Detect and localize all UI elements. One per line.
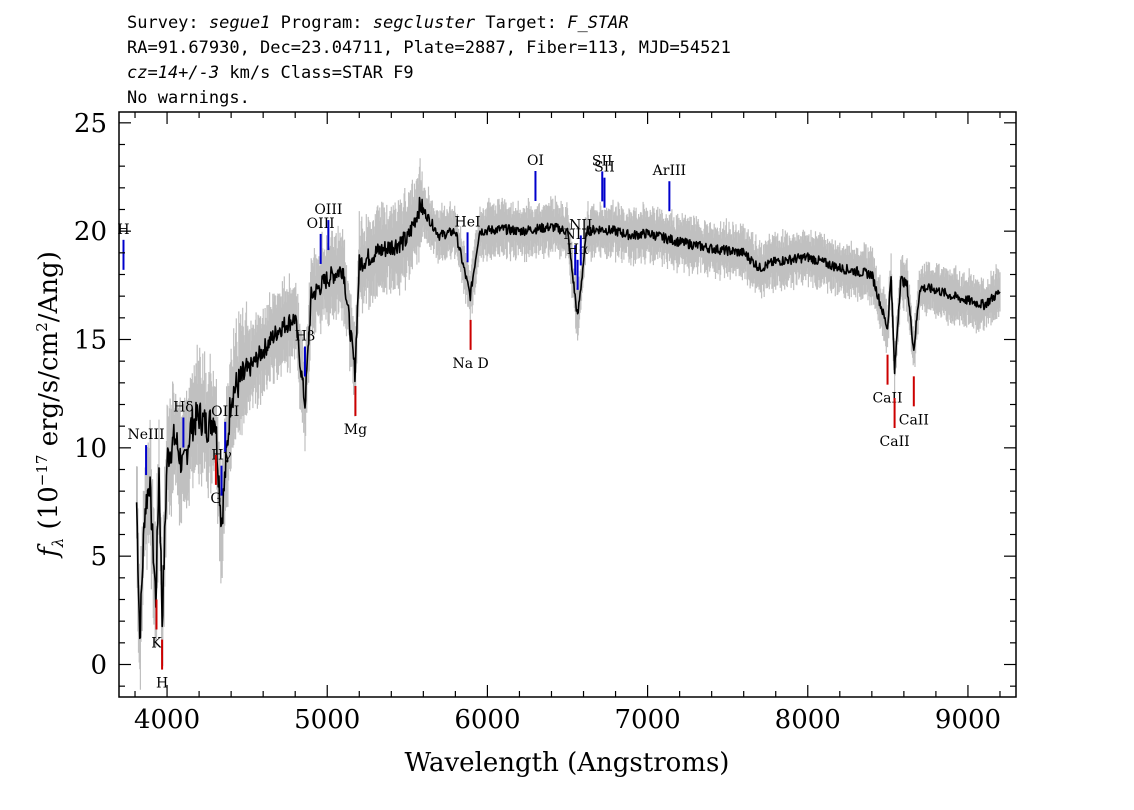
y-axis-title: fλ (10−17 erg/s/cm2/Ang) [33, 251, 67, 559]
spectral-lines-layer: HNeIIIHδHγOIIIHβOIIIOIIIHeIOINIIHαNIISII… [117, 153, 928, 692]
emission-line-label: Hβ [295, 329, 315, 345]
emission-line-label: SII [592, 153, 613, 169]
coordinates-line: RA=91.67930, Dec=23.04711, Plate=2887, F… [127, 38, 731, 58]
emission-line-label: SII [594, 160, 615, 176]
absorption-line-label: CaII [872, 391, 902, 407]
emission-line-label: ArIII [652, 163, 686, 179]
survey-value: segue1 [208, 13, 271, 33]
y-tick-label: 15 [74, 326, 107, 356]
absorption-line-label: K [151, 636, 162, 652]
emission-line-label: NeIII [127, 427, 164, 443]
program-label: Program: [280, 13, 363, 33]
flux-line [135, 196, 1001, 640]
absorption-line-label: CaII [899, 412, 929, 428]
absorption-line-label: H [156, 676, 168, 692]
class-line: km/s Class=STAR F9 [219, 63, 414, 83]
emission-line-label: OIII [314, 202, 342, 218]
axis-ticks-layer: 4000 5000 6000 7000 8000 9000 0 5 10 15 20 25 [74, 109, 1016, 735]
emission-line-label: Hδ [173, 400, 194, 416]
emission-line-label: Hα [567, 242, 589, 258]
x-tick-label: 6000 [454, 705, 520, 735]
emission-line-label: OIII [211, 404, 239, 420]
emission-line-label: H [117, 222, 129, 238]
emission-line-label: OIII [307, 216, 335, 232]
survey-label: Survey: [127, 13, 199, 33]
redshift-value: cz=14+/-3 [127, 63, 220, 83]
program-value: segcluster [372, 13, 476, 33]
absorption-line-label: CaII [880, 434, 910, 450]
emission-line-label: OI [527, 153, 544, 169]
spectrum-header: Survey: segue1 Program: segcluster Targe… [127, 11, 731, 111]
target-value: F_STAR [567, 13, 629, 33]
absorption-line-label: Mg [344, 422, 367, 438]
y-tick-label: 5 [90, 542, 107, 572]
x-tick-label: 8000 [775, 705, 841, 735]
x-tick-label: 9000 [935, 705, 1001, 735]
emission-line-label: Hγ [211, 448, 232, 464]
absorption-line-label: Na D [452, 356, 488, 372]
x-tick-label: 4000 [134, 705, 200, 735]
emission-line-label: NII [569, 217, 592, 233]
warnings-line: No warnings. [127, 88, 250, 108]
y-tick-label: 0 [90, 651, 107, 681]
target-label: Target: [485, 13, 557, 33]
absorption-line-label: G [210, 491, 221, 507]
x-axis-title: Wavelength (Angstroms) [405, 748, 730, 778]
y-tick-label: 10 [74, 434, 107, 464]
x-tick-label: 7000 [615, 705, 681, 735]
emission-line-label: HeI [455, 214, 481, 230]
y-tick-label: 25 [74, 109, 107, 139]
y-tick-label: 20 [74, 217, 107, 247]
x-tick-label: 5000 [294, 705, 360, 735]
flux-line-layer [135, 196, 1001, 640]
